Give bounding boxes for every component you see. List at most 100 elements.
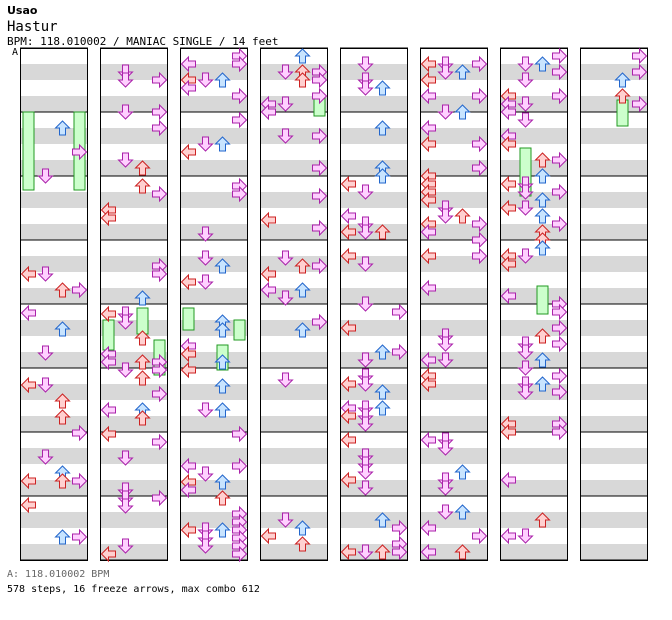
up-arrow [54, 282, 71, 298]
col-3-frame [180, 48, 248, 561]
left-arrow [500, 287, 516, 305]
measure-stripe [500, 384, 568, 400]
measure-stripe [580, 64, 648, 80]
down-arrow [357, 480, 374, 496]
left-arrow [340, 431, 356, 449]
down-arrow [517, 528, 534, 544]
col-6-frame [420, 48, 488, 561]
measure-stripe [340, 512, 408, 528]
down-arrow [117, 152, 134, 168]
measure-stripe [100, 480, 168, 496]
down-arrow [517, 248, 534, 264]
left-arrow [100, 425, 116, 443]
measure-stripe [580, 448, 648, 464]
col-1-frame [20, 48, 88, 561]
measure-stripe [180, 160, 248, 176]
down-arrow [117, 538, 134, 554]
left-arrow [20, 472, 36, 490]
right-arrow [472, 159, 488, 177]
measure-stripe [20, 160, 88, 176]
left-arrow [340, 319, 356, 337]
measure-stripe [340, 352, 408, 368]
right-arrow [552, 423, 568, 441]
up-arrow [214, 136, 231, 152]
up-arrow [294, 322, 311, 338]
down-arrow [117, 104, 134, 120]
measure-stripe [500, 448, 568, 464]
song-title: Hastur [7, 19, 58, 35]
down-arrow [197, 72, 214, 88]
up-arrow [374, 544, 391, 560]
right-arrow [472, 135, 488, 153]
right-arrow [552, 87, 568, 105]
measure-stripe [180, 288, 248, 304]
measure-stripe [180, 448, 248, 464]
left-arrow [340, 543, 356, 561]
measure-stripe [580, 96, 648, 112]
left-arrow [500, 423, 516, 441]
left-arrow [180, 521, 196, 539]
left-arrow [340, 175, 356, 193]
up-arrow [374, 224, 391, 240]
down-arrow [117, 314, 134, 330]
measure-stripe [100, 352, 168, 368]
up-arrow [54, 120, 71, 136]
down-arrow [277, 372, 294, 388]
left-arrow [180, 273, 196, 291]
measure-stripe [340, 192, 408, 208]
left-arrow [180, 55, 196, 73]
measure-stripe [420, 160, 488, 176]
down-arrow [37, 266, 54, 282]
up-arrow [214, 322, 231, 338]
left-arrow [340, 471, 356, 489]
measure-stripe [100, 96, 168, 112]
down-arrow [197, 136, 214, 152]
measure-stripe [420, 416, 488, 432]
left-arrow [20, 304, 36, 322]
down-arrow [117, 498, 134, 514]
measure-stripe [420, 256, 488, 272]
left-arrow [260, 265, 276, 283]
up-arrow [534, 328, 551, 344]
measure-stripe [420, 288, 488, 304]
measure-stripe [260, 96, 328, 112]
left-arrow [420, 191, 436, 209]
left-arrow [260, 211, 276, 229]
measure-stripe [500, 192, 568, 208]
down-arrow [37, 168, 54, 184]
measure-stripe [180, 384, 248, 400]
up-arrow [294, 48, 311, 64]
left-arrow [20, 496, 36, 514]
down-arrow [357, 376, 374, 392]
measure-stripe [100, 544, 168, 560]
measure-stripe [20, 256, 88, 272]
measure-stripe [20, 288, 88, 304]
measure-stripe [180, 512, 248, 528]
down-arrow [197, 466, 214, 482]
left-arrow [340, 207, 356, 225]
measure-stripe [260, 192, 328, 208]
left-arrow [180, 79, 196, 97]
up-arrow [134, 160, 151, 176]
up-arrow [54, 529, 71, 545]
measure-stripe [260, 128, 328, 144]
left-arrow [340, 223, 356, 241]
up-arrow [454, 208, 471, 224]
up-arrow [214, 354, 231, 370]
measure-stripe [500, 320, 568, 336]
measure-stripe [500, 224, 568, 240]
measure-stripe [20, 480, 88, 496]
left-arrow [420, 279, 436, 297]
left-arrow [420, 519, 436, 537]
down-arrow [517, 360, 534, 376]
measure-stripe [580, 224, 648, 240]
right-arrow [472, 55, 488, 73]
right-arrow [312, 127, 328, 145]
right-arrow [312, 313, 328, 331]
up-arrow [214, 474, 231, 490]
measure-stripe [260, 352, 328, 368]
measure-stripe [260, 384, 328, 400]
down-arrow [277, 250, 294, 266]
up-arrow [294, 520, 311, 536]
measure-stripe [20, 64, 88, 80]
